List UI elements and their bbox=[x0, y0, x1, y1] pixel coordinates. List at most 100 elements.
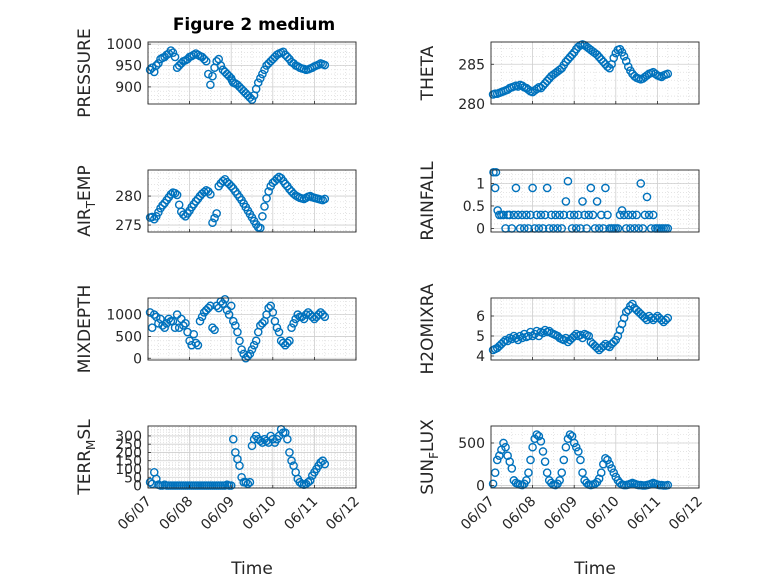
theta-data-point bbox=[596, 55, 606, 64]
h2omixra-data-point bbox=[515, 331, 525, 341]
sun-flux-data-point bbox=[555, 476, 564, 485]
h2omixra-data-point bbox=[640, 313, 650, 323]
air-temp-data-point bbox=[258, 212, 267, 221]
mixdepth-data-point bbox=[251, 336, 261, 346]
terr-msl-data-point bbox=[241, 477, 251, 487]
mixdepth-data-point bbox=[189, 329, 199, 339]
rainfall-data-point bbox=[628, 210, 637, 220]
mixdepth-data-point bbox=[170, 323, 180, 332]
rainfall-data-point bbox=[623, 210, 633, 220]
mixdepth-data-point bbox=[233, 327, 242, 337]
sun-flux-data-point bbox=[536, 436, 546, 446]
mixdepth-data-point bbox=[179, 321, 188, 330]
rainfall-data-point bbox=[640, 210, 650, 220]
air-temp-data-point bbox=[147, 212, 157, 222]
terr-msl-y-tick-label: 50 bbox=[124, 470, 142, 486]
rainfall-data-point bbox=[619, 210, 629, 220]
sun-flux-data-point bbox=[542, 468, 552, 478]
mixdepth-data-point bbox=[149, 310, 159, 319]
sun-flux-data-point bbox=[557, 468, 567, 478]
sun-flux-axes-box bbox=[490, 425, 700, 489]
sun-flux-data-point bbox=[576, 455, 585, 465]
sun-flux-data-point bbox=[524, 468, 533, 478]
rainfall-data-point bbox=[491, 167, 501, 177]
pressure-data-point bbox=[283, 52, 292, 62]
mixdepth-data-point bbox=[245, 349, 255, 359]
mixdepth-data-point bbox=[320, 312, 330, 322]
rainfall-data-point bbox=[561, 197, 571, 206]
sun-flux-y-axis-label: SUNFLUX bbox=[418, 419, 441, 495]
pressure-data-point bbox=[208, 71, 217, 81]
mixdepth-data-point bbox=[187, 340, 196, 350]
mixdepth-data-point bbox=[235, 336, 244, 346]
terr-msl-data-point bbox=[228, 434, 238, 444]
pressure-data-point bbox=[199, 54, 209, 64]
air-temp-data-point bbox=[280, 179, 290, 189]
pressure-data-point bbox=[256, 74, 265, 83]
h2omixra-data-point bbox=[528, 331, 537, 341]
sun-flux-data-point bbox=[534, 431, 544, 441]
rainfall-data-point bbox=[542, 183, 552, 193]
air-temp-y-tick-label: 275 bbox=[115, 218, 142, 234]
sun-flux-data-point bbox=[532, 430, 542, 439]
mixdepth-data-point bbox=[220, 295, 230, 304]
sun-flux-data-point bbox=[603, 455, 612, 465]
theta-data-point bbox=[565, 52, 575, 62]
rainfall-data-point bbox=[578, 197, 587, 206]
mixdepth-data-point bbox=[181, 319, 190, 328]
terr-msl-y-axis-label: TERRMSL bbox=[75, 419, 98, 496]
subplot-rainfall: 0 0.5 1 RAINFALL bbox=[418, 161, 700, 241]
mixdepth-data-point bbox=[285, 336, 294, 346]
pressure-y-tick-label: 1000 bbox=[106, 37, 142, 53]
rainfall-data-point bbox=[517, 210, 527, 220]
mixdepth-data-point bbox=[249, 340, 259, 350]
mixdepth-data-point bbox=[258, 319, 267, 328]
theta-data-point bbox=[603, 62, 612, 71]
sun-flux-data-point bbox=[571, 442, 581, 452]
pressure-data-point bbox=[247, 95, 257, 105]
air-temp-data-point bbox=[191, 196, 201, 206]
rainfall-data-point bbox=[489, 167, 498, 177]
rainfall-data-point bbox=[601, 183, 610, 193]
terr-msl-data-point bbox=[305, 476, 315, 485]
theta-data-point bbox=[542, 76, 552, 86]
sun-flux-data-point bbox=[578, 468, 587, 478]
mixdepth-data-point bbox=[247, 345, 257, 354]
rainfall-data-point bbox=[632, 210, 641, 220]
mixdepth-data-point bbox=[210, 325, 219, 335]
air-temp-y-tick-label: 280 bbox=[115, 189, 142, 205]
air-temp-data-point bbox=[170, 188, 180, 198]
sun-flux-data-point bbox=[609, 468, 619, 478]
h2omixra-y-tick-label: 4 bbox=[476, 349, 485, 365]
pressure-data-point bbox=[166, 46, 176, 55]
terr-msl-data-point bbox=[283, 434, 292, 444]
theta-data-point bbox=[609, 53, 619, 63]
rainfall-y-axis-label: RAINFALL bbox=[418, 161, 438, 241]
terr-msl-data-point bbox=[287, 456, 296, 466]
air-temp-data-point bbox=[206, 190, 215, 199]
mixdepth-data-point bbox=[158, 321, 167, 330]
theta-data-point bbox=[517, 81, 527, 91]
air-temp-data-point bbox=[208, 218, 217, 228]
mixdepth-y-tick-label: 0 bbox=[133, 351, 142, 367]
sun-flux-y-tick-label: 0 bbox=[476, 478, 485, 494]
h2omixra-data-point bbox=[609, 337, 619, 347]
rainfall-data-point bbox=[644, 210, 654, 220]
rainfall-data-point bbox=[505, 210, 515, 220]
subplot-h2omixra: 4 5 6 H2OMIXRA bbox=[418, 283, 700, 375]
pressure-data-point bbox=[258, 69, 267, 79]
air-temp-data-point bbox=[154, 207, 163, 217]
h2omixra-data-point bbox=[569, 331, 579, 341]
subplot-pressure: 900 950 1000 PRESSURE bbox=[75, 28, 357, 118]
air-temp-data-point bbox=[264, 187, 273, 196]
air-temp-data-point bbox=[166, 190, 176, 199]
mixdepth-axes-box bbox=[147, 297, 357, 361]
mixdepth-data-point bbox=[226, 301, 236, 311]
sun-flux-data-point bbox=[501, 442, 510, 452]
air-temp-y-axis-label: AIRTEMP bbox=[75, 165, 98, 236]
sun-flux-data-point bbox=[499, 438, 508, 448]
h2omixra-data-point bbox=[599, 341, 608, 351]
rainfall-data-point bbox=[574, 210, 583, 220]
pressure-y-tick-label: 950 bbox=[115, 59, 142, 75]
rainfall-y-tick-label: 1 bbox=[476, 176, 485, 192]
